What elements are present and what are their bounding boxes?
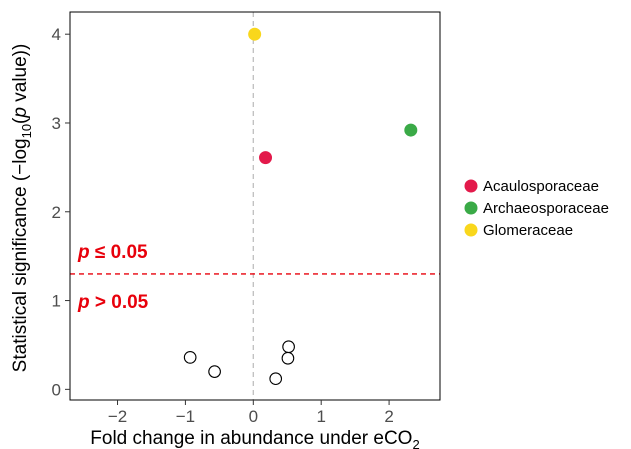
y-tick-label: 0: [52, 380, 61, 399]
y-axis-title-text: Statistical significance (−log: [10, 138, 31, 372]
point-archaeosporaceae: [404, 123, 418, 137]
legend-key-acaulosporaceae: [464, 179, 478, 193]
x-tick-label: 0: [249, 407, 258, 426]
point-glomeraceae: [248, 27, 262, 41]
annotation-nonsignificant: p > 0.05: [77, 292, 149, 313]
plot-layer: [70, 12, 440, 400]
annotation-above-text: ≤ 0.05: [90, 242, 148, 263]
point-nonsignificant: [282, 340, 295, 354]
point-nonsignificant: [269, 372, 283, 386]
point-nonsignificant: [183, 351, 197, 364]
point-nonsignificant: [208, 365, 221, 378]
y-axis-title: Statistical significance (−log10(p value…: [10, 44, 34, 373]
y-tick-label: 3: [52, 114, 61, 133]
point-acaulosporaceae: [259, 151, 273, 165]
x-axis-title-text: Fold change in abundance under eCO: [90, 428, 412, 449]
y-axis-title-paren: (: [10, 117, 31, 124]
x-tick-label: 1: [316, 407, 325, 426]
annotation-significant: p ≤ 0.05: [77, 242, 148, 263]
legend-label-glomeraceae: Glomeraceae: [483, 222, 573, 239]
annotation-p: p: [77, 242, 90, 263]
y-tick-label: 2: [52, 203, 61, 222]
annotations: p ≤ 0.05p > 0.05: [77, 242, 149, 313]
x-tick-label: 2: [384, 407, 393, 426]
legend-key-archaeosporaceae: [464, 201, 478, 215]
axis-titles: Fold change in abundance under eCO2Stati…: [10, 44, 420, 449]
annotation-p: p: [77, 292, 90, 313]
x-tick-label: −2: [108, 407, 127, 426]
point-nonsignificant: [281, 351, 295, 365]
y-axis-title-p: p: [10, 107, 31, 119]
y-axis-title-end: value)): [10, 44, 31, 107]
y-axis-title-subscript: 10: [19, 124, 34, 138]
axes-layer: −2 −1 0 1 2 0 1 2 3 4: [52, 11, 441, 426]
legend-label-archaeosporaceae: Archaeosporaceae: [483, 200, 609, 217]
annotation-below-text: > 0.05: [90, 292, 149, 313]
x-axis-title-subscript: 2: [412, 437, 419, 449]
x-tick-label: −1: [176, 407, 195, 426]
x-axis-title: Fold change in abundance under eCO2: [90, 428, 419, 449]
y-tick-label: 1: [52, 292, 61, 311]
legend: Acaulosporaceae Archaeosporaceae Glomerace…: [464, 178, 609, 239]
legend-label-acaulosporaceae: Acaulosporaceae: [483, 178, 599, 195]
plot-border: [69, 11, 441, 401]
legend-key-glomeraceae: [464, 223, 478, 237]
y-tick-label: 4: [52, 25, 61, 44]
